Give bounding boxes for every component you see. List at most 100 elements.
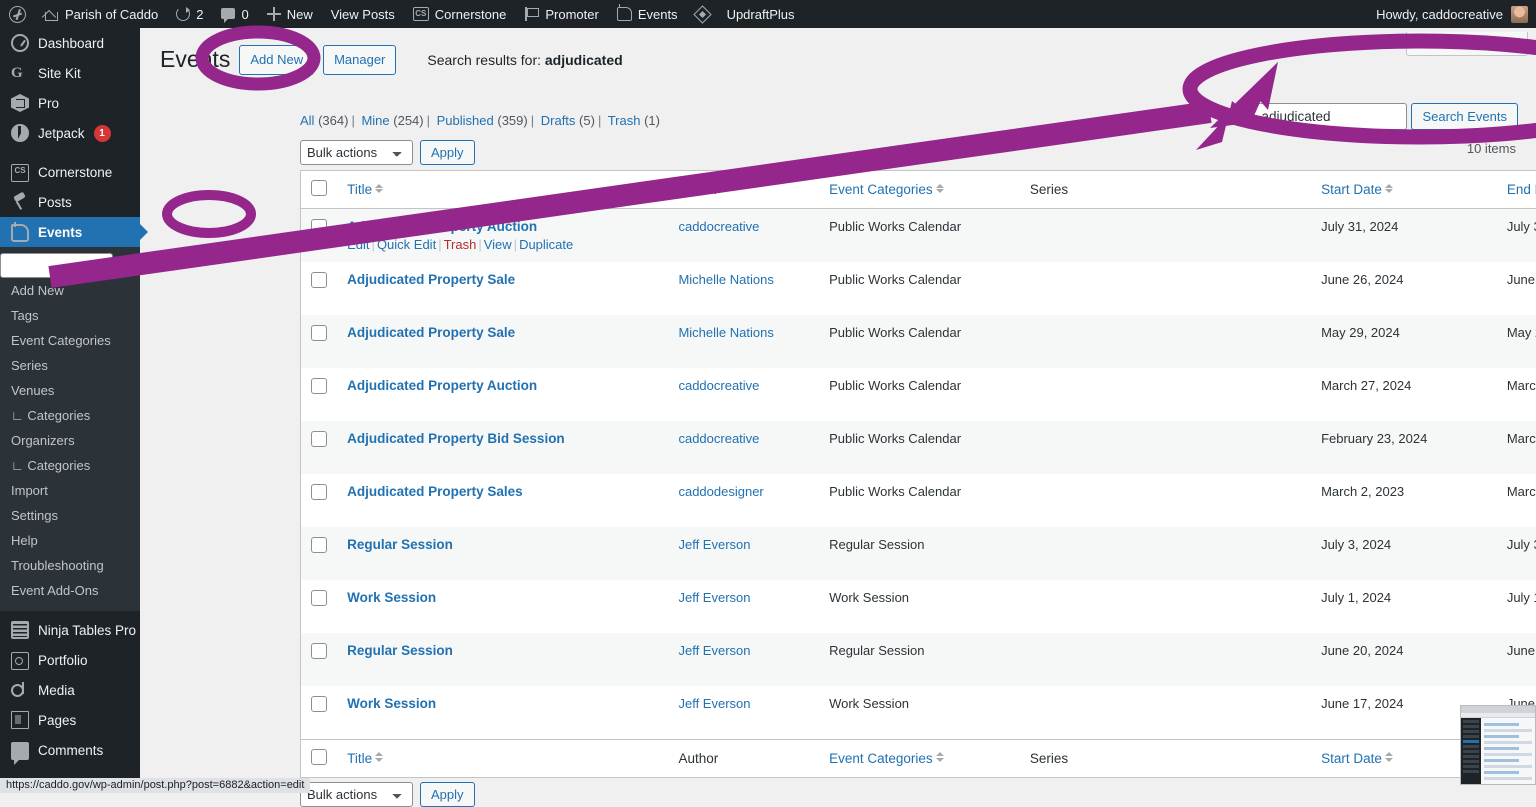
row-select-cell[interactable] [301,315,338,368]
view-link-published[interactable]: Published [437,113,494,128]
table-row[interactable]: Work Session Jeff Everson Work Session J… [301,580,1536,633]
row-select-cell[interactable] [301,686,338,739]
sidebar-item-ninja-tables-pro[interactable]: Ninja Tables Pro [0,615,140,645]
row-select-cell[interactable] [301,474,338,527]
row-author-link[interactable]: caddocreative [678,431,759,446]
row-author-link[interactable]: Jeff Everson [678,696,750,711]
row-author-link[interactable]: caddocreative [678,219,759,234]
sort-categories-link-footer[interactable]: Event Categories [829,751,933,766]
sidebar-item-site-kit[interactable]: G Site Kit [0,58,140,88]
view-link-all[interactable]: All [300,113,314,128]
row-action-edit[interactable]: Edit [347,237,369,252]
row-checkbox[interactable] [311,219,327,235]
row-title-link[interactable]: Adjudicated Property Auction [347,219,537,234]
promoter-button[interactable]: Promoter [515,0,607,28]
row-title-link[interactable]: Adjudicated Property Sale [347,272,515,287]
select-all-checkbox[interactable] [311,180,327,196]
row-action-duplicate[interactable]: Duplicate [519,237,573,252]
sort-start-date-link[interactable]: Start Date [1321,182,1382,197]
row-title-link[interactable]: Adjudicated Property Bid Session [347,431,565,446]
row-author-link[interactable]: Jeff Everson [678,590,750,605]
row-action-view[interactable]: View [484,237,512,252]
view-link-mine[interactable]: Mine [361,113,389,128]
sidebar-subitem-series[interactable]: Series [0,353,140,378]
row-title-link[interactable]: Adjudicated Property Sale [347,325,515,340]
row-action-trash[interactable]: Trash [444,237,477,252]
apply-button-bottom[interactable]: Apply [420,782,475,807]
row-title-link[interactable]: Adjudicated Property Auction [347,378,537,393]
sidebar-subitem-venue-categories[interactable]: ∟ Categories [0,403,140,428]
table-row[interactable]: Adjudicated Property Auction Edit|Quick … [301,209,1536,263]
sidebar-subitem-event-add-ons[interactable]: Event Add-Ons [0,578,140,603]
sidebar-subitem-help[interactable]: Help [0,528,140,553]
row-checkbox[interactable] [311,378,327,394]
sidebar-item-dashboard[interactable]: Dashboard [0,28,140,58]
select-all-header[interactable] [301,171,338,209]
sidebar-subitem-troubleshooting[interactable]: Troubleshooting [0,553,140,578]
row-author-link[interactable]: Michelle Nations [678,325,773,340]
table-row[interactable]: Adjudicated Property Sale Michelle Natio… [301,262,1536,315]
row-author-link[interactable]: caddocreative [678,378,759,393]
cornerstone-button[interactable]: CS Cornerstone [404,0,516,28]
row-select-cell[interactable] [301,633,338,686]
row-author-link[interactable]: caddodesigner [678,484,763,499]
row-select-cell[interactable] [301,368,338,421]
column-footer-title[interactable]: Title [337,739,668,777]
sidebar-subitem-organizers[interactable]: Organizers [0,428,140,453]
sidebar-subitem-organizer-categories[interactable]: ∟ Categories [0,453,140,478]
select-all-checkbox-footer[interactable] [311,749,327,765]
row-select-cell[interactable] [301,527,338,580]
row-checkbox[interactable] [311,325,327,341]
row-select-cell[interactable] [301,580,338,633]
sidebar-subitem-settings[interactable]: Settings [0,503,140,528]
row-select-cell[interactable] [301,421,338,474]
sidebar-subitem-add-new[interactable]: Add New [0,278,140,303]
column-header-start-date[interactable]: Start Date [1311,171,1497,209]
table-row[interactable]: Regular Session Jeff Everson Regular Ses… [301,633,1536,686]
sidebar-item-jetpack[interactable]: Jetpack 1 [0,118,140,148]
sidebar-item-cornerstone[interactable]: CS Cornerstone [0,157,140,187]
bulk-actions-select-bottom[interactable]: Bulk actions [300,782,413,807]
table-row[interactable]: Work Session Jeff Everson Work Session J… [301,686,1536,739]
bulk-actions-select-top[interactable]: Bulk actions [300,140,413,165]
sidebar-item-events[interactable]: Events [0,217,140,247]
add-new-button[interactable]: Add New [239,45,314,75]
sort-title-link[interactable]: Title [347,182,372,197]
column-header-event-categories[interactable]: Event Categories [819,171,1020,209]
row-checkbox[interactable] [311,537,327,553]
search-input[interactable] [1252,103,1407,130]
preview-thumbnail[interactable] [1460,705,1536,785]
row-author-link[interactable]: Jeff Everson [678,537,750,552]
updraftplus-button[interactable]: UpdraftPlus [718,0,804,28]
sidebar-subitem-event-categories[interactable]: Event Categories [0,328,140,353]
sort-end-date-link[interactable]: End Date [1507,182,1536,197]
row-select-cell[interactable] [301,262,338,315]
row-title-link[interactable]: Adjudicated Property Sales [347,484,523,499]
view-posts-button[interactable]: View Posts [322,0,404,28]
sidebar-item-media[interactable]: Media [0,675,140,705]
row-author-link[interactable]: Jeff Everson [678,643,750,658]
row-action-quick-edit[interactable]: Quick Edit [377,237,436,252]
sidebar-item-posts[interactable]: Posts [0,187,140,217]
wordpress-logo-button[interactable] [0,0,35,28]
site-name-button[interactable]: Parish of Caddo [35,0,167,28]
table-row[interactable]: Adjudicated Property Auction caddocreati… [301,368,1536,421]
sidebar-subitem-venues[interactable]: Venues [0,378,140,403]
sidebar-subitem-events[interactable]: Events [0,253,113,278]
table-row[interactable]: Adjudicated Property Sale Michelle Natio… [301,315,1536,368]
row-checkbox[interactable] [311,590,327,606]
column-header-end-date[interactable]: End Date [1497,171,1536,209]
sidebar-item-pro[interactable]: Pro [0,88,140,118]
row-checkbox[interactable] [311,431,327,447]
row-checkbox[interactable] [311,484,327,500]
my-account-button[interactable]: Howdy, caddocreative [1376,6,1536,23]
manager-button[interactable]: Manager [323,45,396,75]
row-author-link[interactable]: Michelle Nations [678,272,773,287]
column-header-title[interactable]: Title [337,171,668,209]
row-checkbox[interactable] [311,643,327,659]
sort-title-link-footer[interactable]: Title [347,751,372,766]
screen-options-toggle[interactable]: Screen Options▼ [1406,32,1528,56]
view-link-drafts[interactable]: Drafts [541,113,576,128]
row-title-link[interactable]: Work Session [347,590,436,605]
comments-button[interactable]: 0 [212,0,257,28]
